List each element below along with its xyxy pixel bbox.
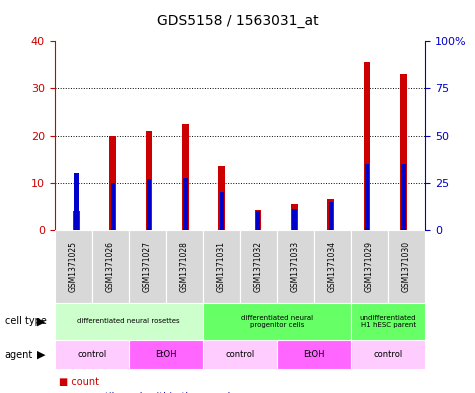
Text: GSM1371031: GSM1371031 [217,241,226,292]
Text: ■ count: ■ count [59,377,99,387]
Bar [400,74,407,230]
Bar [55,340,129,369]
Bar [73,211,80,230]
Bar [277,230,314,303]
Text: agent: agent [5,350,33,360]
Bar [219,192,224,230]
Text: cell type: cell type [5,316,47,326]
Text: GSM1371033: GSM1371033 [291,241,300,292]
Text: undifferentiated
H1 hESC parent: undifferentiated H1 hESC parent [360,315,416,328]
Text: ▶: ▶ [37,350,45,360]
Bar [129,230,166,303]
Text: GSM1371028: GSM1371028 [180,241,189,292]
Bar [203,340,277,369]
Bar [329,202,333,230]
Text: differentiated neural
progenitor cells: differentiated neural progenitor cells [241,315,313,328]
Text: control: control [373,350,403,359]
Bar [401,164,406,230]
Text: ■ percentile rank within the sample: ■ percentile rank within the sample [59,392,237,393]
Bar [203,303,351,340]
Bar [146,131,152,230]
Bar [365,164,369,230]
Text: GSM1371026: GSM1371026 [106,241,114,292]
Text: GSM1371029: GSM1371029 [365,241,374,292]
Text: GSM1371034: GSM1371034 [328,241,337,292]
Bar [55,303,203,340]
Bar [182,124,189,230]
Text: differentiated neural rosettes: differentiated neural rosettes [77,318,180,324]
Text: GSM1371027: GSM1371027 [143,241,152,292]
Bar [240,230,277,303]
Bar [55,230,92,303]
Bar [351,303,425,340]
Bar [109,136,116,230]
Bar [111,183,115,230]
Bar [166,230,203,303]
Bar [147,179,151,230]
Bar [129,340,203,369]
Bar [255,210,261,230]
Bar [277,340,351,369]
Bar [388,230,425,303]
Bar [351,340,425,369]
Bar [92,230,129,303]
Bar [203,230,240,303]
Bar [364,62,370,230]
Text: GSM1371025: GSM1371025 [69,241,77,292]
Bar [351,230,388,303]
Bar [314,230,351,303]
Text: control: control [77,350,106,359]
Text: ▶: ▶ [37,316,45,326]
Bar [256,211,260,230]
Bar [327,199,334,230]
Text: GSM1371032: GSM1371032 [254,241,263,292]
Text: GDS5158 / 1563031_at: GDS5158 / 1563031_at [157,14,318,28]
Text: control: control [225,350,255,359]
Bar [183,178,188,230]
Text: GSM1371030: GSM1371030 [402,241,411,292]
Bar [292,209,296,230]
Bar [291,204,298,230]
Bar [74,173,78,230]
Bar [218,166,225,230]
Text: EtOH: EtOH [155,350,177,359]
Text: EtOH: EtOH [303,350,325,359]
